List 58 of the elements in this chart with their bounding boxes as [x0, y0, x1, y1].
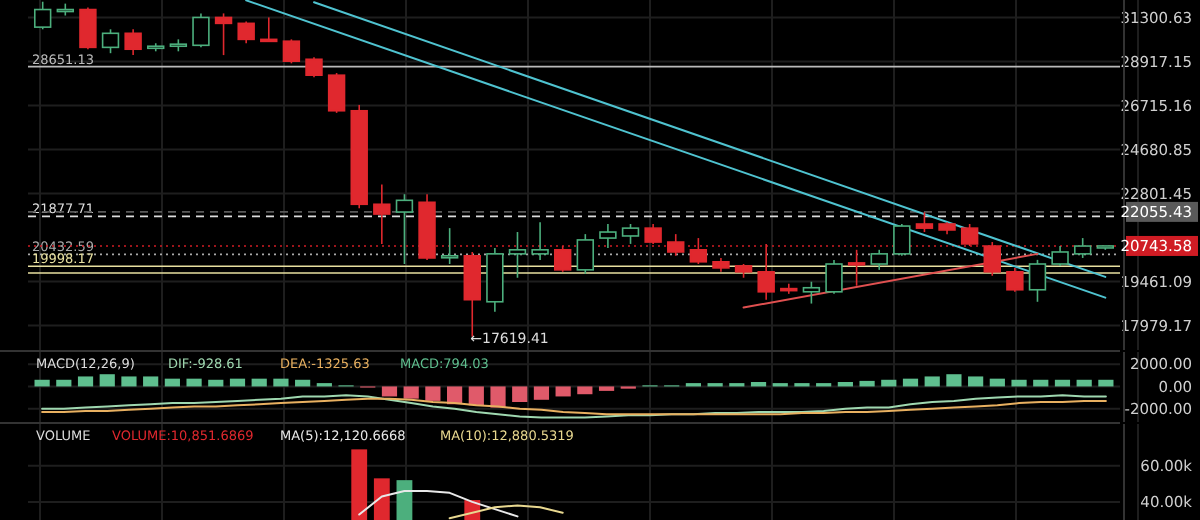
candlestick — [124, 28, 142, 56]
candlestick — [825, 259, 843, 295]
candlestick — [599, 223, 617, 249]
candlestick — [327, 72, 346, 114]
candlestick — [237, 20, 255, 45]
line-series — [448, 504, 564, 520]
candlestick — [395, 193, 414, 265]
candlestick — [214, 12, 233, 56]
candlestick — [33, 0, 52, 31]
candlestick — [1051, 245, 1069, 267]
candlestick — [486, 247, 504, 313]
bar — [577, 386, 593, 395]
bar — [946, 374, 962, 387]
candlestick — [373, 183, 391, 245]
bar — [533, 386, 550, 400]
candlestick — [508, 231, 527, 279]
candlestick — [644, 223, 662, 245]
bar — [381, 386, 398, 397]
candlestick — [802, 280, 821, 305]
candlestick — [983, 241, 1001, 277]
bar — [1011, 379, 1027, 387]
bar — [468, 386, 484, 406]
candlestick — [1006, 267, 1024, 293]
bar — [968, 376, 984, 387]
candlestick — [847, 249, 866, 287]
bar — [121, 376, 137, 387]
candlestick — [1073, 237, 1092, 259]
bar — [859, 380, 875, 387]
candlestick — [960, 223, 979, 247]
candlestick — [305, 56, 323, 78]
candlestick — [870, 249, 888, 271]
candlestick — [531, 221, 549, 261]
candlestick — [553, 245, 572, 273]
candlestick — [1028, 259, 1047, 303]
bar — [77, 376, 94, 387]
candlestick — [101, 28, 120, 54]
bar — [924, 376, 940, 387]
candlestick — [621, 223, 640, 245]
bar — [490, 386, 506, 408]
candlestick — [576, 233, 595, 275]
candlestick — [192, 12, 210, 49]
bar — [555, 386, 571, 397]
candlestick — [915, 211, 934, 233]
candlestick — [282, 38, 301, 65]
candlestick — [440, 227, 459, 265]
bar — [425, 386, 441, 401]
candlestick — [79, 6, 97, 51]
candlestick — [893, 223, 911, 257]
bar — [512, 386, 528, 402]
bar — [273, 378, 289, 387]
bar — [186, 378, 202, 387]
candlestick — [757, 243, 775, 301]
candlestick — [689, 237, 708, 265]
line-series — [358, 490, 519, 518]
bar — [99, 374, 115, 387]
bar — [403, 386, 419, 399]
candlestick — [667, 233, 685, 257]
bar — [143, 376, 159, 387]
